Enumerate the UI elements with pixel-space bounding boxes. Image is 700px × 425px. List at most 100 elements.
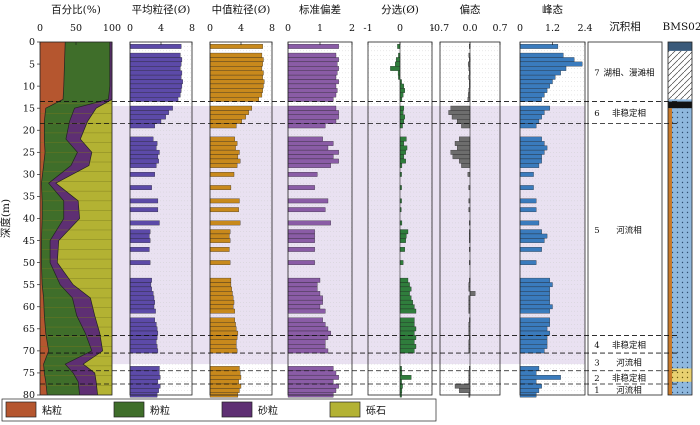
bar-sk2: [459, 158, 471, 164]
bar-sk: [399, 304, 415, 310]
y-tick-label: 20: [23, 125, 35, 136]
x-tick-label: 100: [103, 23, 121, 34]
bar-median: [209, 348, 238, 354]
x-tick-label: 4: [238, 23, 244, 34]
bar-kg: [519, 114, 542, 120]
panel-title: 平均粒径(Ø): [132, 3, 191, 16]
bar-median: [209, 330, 239, 336]
bar-sd: [287, 282, 318, 288]
x-tick-label: 2: [349, 23, 355, 34]
bar-sd: [287, 66, 339, 71]
bar-sd: [287, 238, 315, 243]
bar-kg: [519, 92, 545, 98]
core-clay-hatch: [668, 50, 692, 100]
bar-mean: [129, 295, 155, 301]
bar-median: [209, 185, 232, 190]
bar-median: [209, 282, 232, 288]
bar-mean: [129, 322, 157, 327]
bar-mean: [129, 44, 182, 49]
bar-kg: [519, 105, 550, 111]
bar-sd: [287, 61, 338, 67]
bar-mean: [129, 172, 155, 177]
bar-sk: [399, 282, 410, 288]
x-tick-label: 1: [317, 23, 323, 34]
bar-sk: [399, 374, 412, 380]
legend-swatch: [5, 401, 37, 418]
bar-kg: [519, 207, 537, 213]
bar-mean: [129, 229, 151, 235]
facies-label: 非稳定相: [612, 340, 646, 351]
bar-sk: [399, 149, 406, 155]
y-tick-label: 70: [23, 346, 35, 357]
bar-kg: [519, 330, 550, 336]
bar-sk: [399, 229, 409, 235]
bar-kg: [519, 79, 553, 85]
bar-kg: [519, 304, 553, 310]
bar-median: [209, 383, 242, 389]
bar-mean: [129, 114, 166, 120]
bar-sd: [287, 141, 334, 146]
bar-sk: [399, 83, 404, 89]
bar-sk2: [454, 383, 471, 389]
bar-kg: [519, 335, 548, 340]
facies-number: 5: [594, 226, 599, 236]
bar-median: [209, 247, 230, 252]
y-axis-label: 深度(m): [0, 199, 12, 238]
facies-layer: [40, 101, 680, 385]
bar-kg: [519, 185, 534, 190]
bar-median: [209, 291, 233, 296]
legend-swatch: [329, 401, 361, 418]
bar-median: [209, 158, 241, 164]
bar-kg: [519, 366, 540, 371]
facies-number: 1: [594, 386, 599, 396]
facies-label: 河流相: [616, 357, 642, 368]
bar-median: [209, 172, 235, 177]
bar-sd: [287, 383, 339, 389]
bar-sk: [399, 123, 403, 129]
bar-sk: [399, 330, 415, 336]
bar-sk: [399, 119, 404, 124]
bar-sd: [287, 348, 329, 354]
bar-median: [209, 374, 242, 380]
x-tick-label: 4: [158, 23, 164, 34]
core-frame: [667, 41, 693, 396]
panel-title: 偏态: [460, 3, 481, 16]
bar-mean: [129, 344, 158, 349]
bar-mean: [129, 57, 183, 63]
y-tick-label: 45: [23, 236, 35, 247]
bar-sd: [287, 233, 315, 239]
panel-title: 百分比(%): [51, 3, 101, 16]
x-tick-label: 0.0: [462, 23, 477, 34]
bar-mean: [129, 149, 160, 155]
bar-median: [209, 277, 232, 283]
bar-median: [209, 308, 235, 314]
bar-sd: [287, 326, 329, 332]
facies-label: 非稳定相: [612, 373, 646, 384]
bar-sd: [287, 286, 318, 292]
bar-sd: [287, 172, 318, 177]
bar-sd: [287, 379, 334, 385]
bar-sd: [287, 366, 334, 371]
bar-kg: [519, 141, 545, 146]
bar-kg: [519, 83, 550, 89]
facies-number: 7: [594, 68, 599, 78]
bar-mean: [129, 308, 156, 314]
bar-mean: [129, 145, 157, 151]
bar-mean: [129, 330, 159, 336]
percent-boundary-line: [55, 42, 113, 396]
x-tick-label: 2.4: [577, 23, 592, 34]
x-tick-label: 0: [207, 23, 213, 34]
bar-median: [209, 52, 263, 58]
bar-mean: [129, 52, 181, 58]
x-tick-label: 0: [397, 23, 403, 34]
bar-median: [209, 238, 231, 243]
bar-median: [209, 145, 236, 151]
bar-kg: [519, 286, 550, 292]
bar-median: [209, 44, 263, 49]
legend-label: 砂粒: [258, 404, 278, 417]
bar-median: [209, 105, 252, 111]
bar-sd: [287, 154, 334, 160]
bar-median: [209, 207, 239, 213]
bar-sd: [287, 70, 338, 76]
